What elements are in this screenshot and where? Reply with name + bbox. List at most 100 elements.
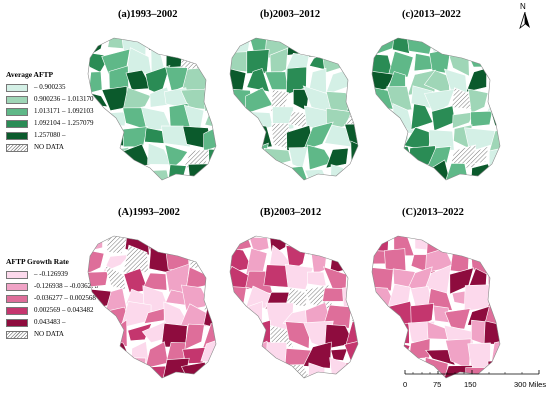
legend-item: 1.092104 – 1.257079 (6, 119, 146, 129)
map-region (122, 87, 152, 114)
map-region (387, 51, 414, 78)
map-region (488, 127, 500, 153)
legend-title-growth: AFTP Growth Rate (6, 257, 69, 266)
map-region (184, 323, 205, 351)
map-region (179, 236, 213, 255)
map-region (88, 71, 103, 94)
legend-item-label: 0.900236 – 1.013170 (34, 95, 94, 103)
map-region (144, 341, 169, 369)
choropleth-map-B (229, 235, 359, 379)
map-region (372, 110, 391, 131)
legend-item: 1.013171 – 1.092103 (6, 107, 146, 117)
map-region (141, 321, 166, 344)
north-arrow-icon (519, 12, 530, 30)
map-region (230, 343, 254, 364)
scale-tick-label: 150 (464, 380, 477, 389)
map-region (148, 38, 170, 51)
map-region (127, 322, 153, 342)
legend-item-label: 0.002569 – 0.043482 (34, 306, 94, 314)
legend-swatch (6, 96, 28, 104)
map-region (247, 357, 266, 378)
map-region (341, 236, 358, 258)
panel-title-a: (a)1993–2002 (118, 9, 178, 20)
map-region (230, 166, 254, 180)
legend-item-label: -0.126938 – -0.036278 (34, 282, 99, 290)
map-region (142, 272, 168, 291)
legend-swatch (6, 331, 28, 339)
map-region (88, 287, 112, 313)
map-outline (87, 37, 217, 181)
map-region (88, 236, 103, 254)
scale-tick-label: 0 (403, 380, 408, 389)
legend-average: – 0.900235 0.900236 – 1.013170 1.013171 … (6, 83, 146, 154)
map-region (119, 357, 147, 378)
map-region (488, 104, 500, 130)
map-region (491, 339, 500, 363)
map-region (230, 38, 252, 55)
map-region (425, 349, 456, 366)
map-region (245, 162, 272, 180)
legend-growth: – -0.126939 -0.126938 – -0.036278 -0.036… (6, 270, 146, 341)
map-region (104, 111, 128, 127)
legend-swatch (6, 108, 28, 116)
map-region (444, 308, 471, 330)
map-region (285, 38, 313, 56)
map-region (163, 38, 192, 57)
legend-swatch (6, 120, 28, 128)
map-region (202, 323, 216, 349)
map-region (90, 159, 112, 180)
map-region (452, 38, 474, 56)
map-region (284, 165, 311, 180)
map-region (179, 38, 211, 57)
map-region (426, 146, 452, 170)
map-region (392, 38, 410, 54)
map-region (230, 324, 251, 345)
map-region (409, 163, 433, 180)
legend-item: NO DATA (6, 143, 146, 153)
map-region (490, 71, 500, 94)
legend-item-label: 1.257080 – (34, 131, 66, 139)
map-region (244, 142, 269, 163)
map-region (230, 140, 253, 168)
scale-tick-label: 75 (433, 380, 442, 389)
scale-bar-graphic (404, 370, 540, 375)
north-label: N (520, 2, 526, 11)
map-region (129, 168, 151, 180)
map-region (372, 164, 396, 180)
map-region (372, 38, 397, 58)
map-region (487, 39, 500, 58)
map-region (143, 169, 171, 180)
legend-item: 1.257080 – (6, 131, 146, 141)
map-region (467, 88, 489, 114)
map-region (467, 236, 491, 248)
map-outline (87, 235, 217, 379)
map-outline (371, 37, 501, 181)
map-region (230, 112, 254, 131)
legend-item-label: – 0.900235 (34, 83, 66, 91)
legend-item: – -0.126939 (6, 270, 146, 280)
north-arrow: N (514, 2, 536, 32)
map-region (302, 341, 332, 369)
map-region (449, 236, 473, 251)
map-region (104, 264, 126, 291)
map-region (330, 236, 349, 251)
map-region (485, 52, 500, 78)
panel-title-b: (b)2003–2012 (260, 9, 321, 20)
map-region (264, 71, 289, 90)
map-region (343, 249, 358, 276)
map-region (372, 146, 393, 169)
map-region (322, 53, 355, 74)
map-region (329, 357, 352, 378)
map-region (485, 236, 500, 258)
map-region (230, 125, 252, 150)
map-region (261, 366, 293, 378)
map-outline (229, 37, 359, 181)
legend-item-label: NO DATA (34, 330, 64, 338)
map-region (406, 38, 434, 55)
legend-item-label: NO DATA (34, 143, 64, 151)
map-region (284, 364, 312, 378)
legend-item-label: 1.092104 – 1.257079 (34, 119, 94, 127)
map-region (164, 144, 189, 171)
map-region (122, 244, 149, 275)
map-region (242, 301, 263, 326)
